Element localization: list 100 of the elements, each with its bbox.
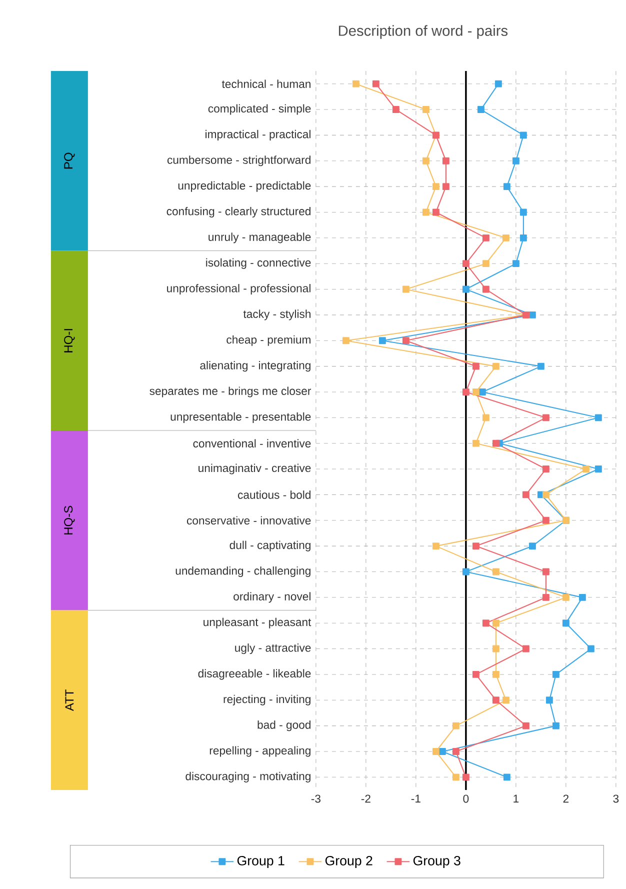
point [528,542,536,550]
point [402,286,410,293]
point [512,157,520,164]
point [522,722,530,730]
y-tick-label: conventional - inventive [193,439,311,448]
x-tick-label: 1 [514,794,519,803]
y-tick-label: separates me - brings me closer [150,386,312,398]
point [342,337,350,344]
point [520,208,527,216]
point [438,748,446,755]
point [392,106,400,113]
y-tick-label: discouraging - motivating [186,772,310,782]
point [462,774,470,781]
point [542,466,550,472]
point [462,388,470,396]
y-tick-label: tacky - stylish [243,310,310,320]
text: ATT [65,690,74,711]
y-tick-label: rejecting - inviting [224,694,311,706]
y-tick-label: cumbersome - strightforward [168,156,311,166]
point [542,568,550,576]
point [378,337,386,344]
point [432,208,440,216]
point [492,645,500,652]
point [542,594,550,601]
x-tick-label: 0 [463,794,469,803]
point [422,208,430,216]
y-tick-label: confusing - clearly structured [166,206,311,218]
point [520,132,527,139]
point [492,440,500,447]
point [542,491,550,498]
legend-label: Group 3 [413,856,460,868]
point [482,286,490,293]
text: PQ [64,152,75,169]
point [582,466,590,472]
point [352,80,360,88]
point [537,362,544,370]
point [492,568,500,576]
y-tick-label: undemanding - challenging [176,566,310,578]
point [452,722,460,730]
point [462,568,470,576]
point [372,80,380,88]
point [422,106,430,113]
point [503,183,510,190]
y-tick-label: complicated - simple [208,104,311,115]
y-tick-label: isolating - connective [206,258,311,269]
point [482,260,490,268]
point [552,722,560,730]
point [432,542,440,550]
point [432,183,440,190]
x-tick-label: -2 [361,794,370,803]
y-tick-label: cautious - bold [238,490,311,499]
point [452,774,460,781]
point [472,388,480,396]
legend-label: Group 1 [237,856,284,868]
point [462,260,470,268]
point [594,414,602,422]
y-tick-label: ordinary - novel [234,592,310,603]
point [542,516,550,524]
point [422,157,430,164]
point [478,388,486,396]
y-tick-label: conservative - innovative [187,516,311,525]
point [442,183,450,190]
point [402,337,410,344]
point [472,542,480,550]
point [492,620,500,627]
point [442,157,450,164]
chart-title: Description of word - pairs [339,25,508,39]
x-tick-label: 3 [613,794,619,803]
y-tick-label: bad - good [258,720,311,732]
text: HQ-I [64,329,75,352]
point [578,594,586,601]
point [482,620,490,627]
point [552,670,560,678]
point [502,696,510,704]
text: HQ-S [64,506,75,534]
point [494,80,502,88]
point [562,594,570,601]
y-tick-label: technical - human [222,80,310,88]
y-tick-label: disagreeable - likeable [198,669,311,680]
point [594,466,602,472]
point [492,696,500,704]
x-tick-label: -1 [411,794,420,803]
point [462,286,470,293]
x-tick-label: -3 [311,794,321,803]
y-tick-label: ugly - attractive [235,643,311,654]
point [528,311,536,318]
y-tick-label: unpleasant - pleasant [204,618,312,628]
legend-label: Group 2 [325,856,372,868]
point [472,670,480,678]
y-tick-label: unruly - manageable [208,232,311,244]
point [482,234,490,242]
point [492,362,500,370]
y-tick-label: unimaginativ - creative [198,464,311,474]
y-tick-label: repelling - appealing [210,746,310,757]
point [522,491,530,498]
y-tick-label: unprofessional - professional [167,284,310,295]
x-tick-label: 2 [563,794,569,803]
point [472,440,480,447]
point [477,106,484,113]
point [542,414,550,422]
